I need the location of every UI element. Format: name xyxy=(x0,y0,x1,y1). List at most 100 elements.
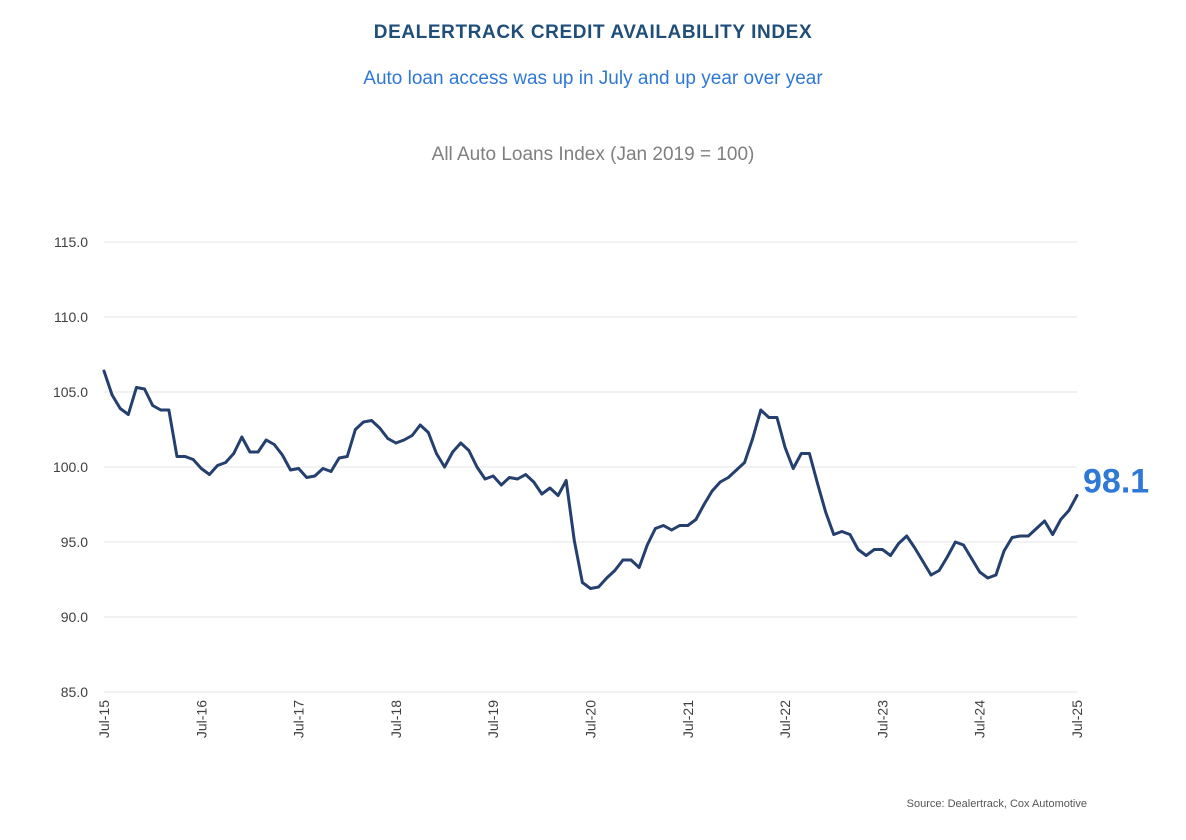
data-point xyxy=(832,533,836,536)
data-point xyxy=(945,555,949,559)
data-point xyxy=(889,554,892,557)
data-point xyxy=(208,473,211,476)
data-point xyxy=(443,465,446,469)
data-point xyxy=(856,548,860,551)
data-point xyxy=(362,420,365,424)
data-point xyxy=(1059,518,1063,521)
data-point xyxy=(605,576,609,580)
data-point xyxy=(1018,534,1022,538)
x-tick-label: Jul-20 xyxy=(583,700,599,738)
x-tick-label: Jul-17 xyxy=(291,700,307,738)
data-point xyxy=(1027,534,1030,538)
data-point xyxy=(337,456,341,460)
data-point xyxy=(240,435,244,439)
data-point xyxy=(1075,494,1079,497)
data-point xyxy=(564,479,568,482)
chart-subtitle: Auto loan access was up in July and up y… xyxy=(363,68,823,89)
data-point xyxy=(540,492,544,496)
data-point xyxy=(986,576,990,580)
data-point xyxy=(718,480,722,484)
data-point xyxy=(929,573,933,577)
data-point xyxy=(216,464,219,467)
data-point xyxy=(516,477,519,481)
chart-heading: DEALERTRACK CREDIT AVAILABILITY INDEX xyxy=(373,22,813,43)
data-point xyxy=(872,548,876,551)
y-tick-label: 105.0 xyxy=(53,384,88,400)
data-point xyxy=(808,452,811,455)
data-point xyxy=(418,423,422,427)
data-point xyxy=(183,455,187,458)
source-note: Source: Dealertrack, Cox Automotive xyxy=(906,798,1087,810)
data-point xyxy=(256,450,260,454)
data-point xyxy=(629,558,633,562)
data-point xyxy=(264,438,268,442)
data-point xyxy=(500,483,503,487)
data-point xyxy=(305,476,309,479)
data-point xyxy=(410,434,414,437)
data-point xyxy=(402,438,406,442)
data-point xyxy=(678,524,681,527)
data-point xyxy=(954,540,957,544)
data-point xyxy=(962,543,965,547)
data-point xyxy=(1002,549,1006,553)
data-point xyxy=(548,486,552,490)
data-point xyxy=(1043,519,1046,523)
data-point xyxy=(224,461,227,464)
data-point xyxy=(840,530,844,533)
data-point xyxy=(824,510,827,514)
x-tick-label: Jul-25 xyxy=(1069,700,1085,738)
data-point xyxy=(597,585,600,589)
data-point xyxy=(451,450,454,454)
data-point xyxy=(662,524,665,527)
data-point xyxy=(581,581,584,584)
data-point xyxy=(378,426,381,430)
data-point xyxy=(427,431,430,434)
x-tick-label: Jul-15 xyxy=(96,700,112,738)
x-axis-ticks: Jul-15 Jul-16 Jul-17 Jul-18 Jul-19 Jul-20 Jul-… xyxy=(96,700,1085,738)
data-point xyxy=(345,455,349,458)
data-point xyxy=(654,527,657,530)
data-point xyxy=(937,569,941,572)
data-point xyxy=(759,408,763,412)
data-point xyxy=(532,480,536,484)
data-point xyxy=(1051,533,1054,536)
y-tick-label: 110.0 xyxy=(54,309,88,325)
data-point xyxy=(459,441,463,445)
data-point xyxy=(191,458,195,461)
data-point xyxy=(743,461,746,464)
data-point xyxy=(297,467,300,470)
data-point xyxy=(1010,536,1014,539)
series-group xyxy=(102,369,1079,590)
data-point xyxy=(127,413,130,416)
x-tick-label: Jul-21 xyxy=(680,700,696,738)
data-point xyxy=(175,455,179,458)
data-point xyxy=(289,468,292,472)
data-point xyxy=(394,441,398,445)
data-point xyxy=(159,408,163,412)
data-point xyxy=(905,534,909,538)
data-point xyxy=(881,548,884,551)
data-point xyxy=(645,543,649,547)
data-point xyxy=(816,482,819,485)
data-point xyxy=(354,428,357,431)
data-point xyxy=(167,408,171,412)
data-point xyxy=(921,560,925,563)
data-point xyxy=(248,450,252,454)
data-point xyxy=(370,419,373,422)
series-line xyxy=(102,369,1079,590)
data-point xyxy=(978,570,981,574)
data-point xyxy=(467,449,471,452)
x-tick-label: Jul-16 xyxy=(193,700,209,738)
data-point xyxy=(232,452,236,455)
data-point xyxy=(272,443,276,446)
data-point xyxy=(151,404,154,407)
data-point xyxy=(143,387,146,391)
data-point xyxy=(767,416,771,419)
end-label-group: 98.1 xyxy=(1083,463,1149,501)
y-tick-label: 100.0 xyxy=(53,459,88,475)
x-tick-label: Jul-22 xyxy=(777,700,793,738)
data-point xyxy=(783,446,787,449)
data-point xyxy=(897,542,900,545)
data-point xyxy=(491,474,495,478)
